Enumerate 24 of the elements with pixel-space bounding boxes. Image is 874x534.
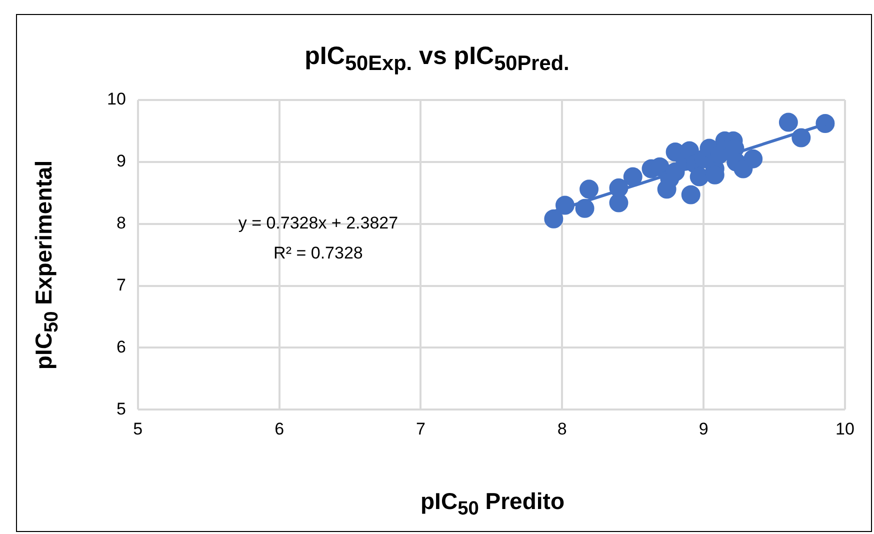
annotation: y = 0.7328x + 2.3827 [238, 214, 398, 233]
x-tick-label: 5 [133, 419, 143, 438]
point [816, 114, 835, 134]
y-tick-label: 10 [106, 90, 126, 109]
x-tick-label: 10 [836, 419, 854, 438]
point [744, 149, 763, 168]
point [690, 167, 709, 186]
point [580, 180, 599, 199]
point [681, 185, 700, 204]
x-tick-label: 8 [557, 419, 567, 438]
y-tick-label: 8 [116, 214, 126, 233]
point [544, 209, 564, 228]
point [623, 167, 642, 186]
y-tick-label: 5 [116, 399, 126, 418]
y-tick-label: 9 [116, 152, 126, 171]
point [778, 112, 798, 132]
x-axis-title: pIC$_{50}$ Predito [420, 488, 566, 521]
x-tick-label: 9 [698, 419, 708, 438]
x-tick-label: 6 [274, 419, 284, 438]
chart-title: pIC$_{50Exp.}$ vs pIC$_{50Pred.}$ [304, 42, 570, 76]
annotation: R² = 0.7328 [274, 244, 363, 263]
x-tick-label: 7 [416, 419, 426, 438]
y-tick-label: 6 [116, 337, 126, 356]
y-tick-label: 7 [116, 275, 126, 294]
